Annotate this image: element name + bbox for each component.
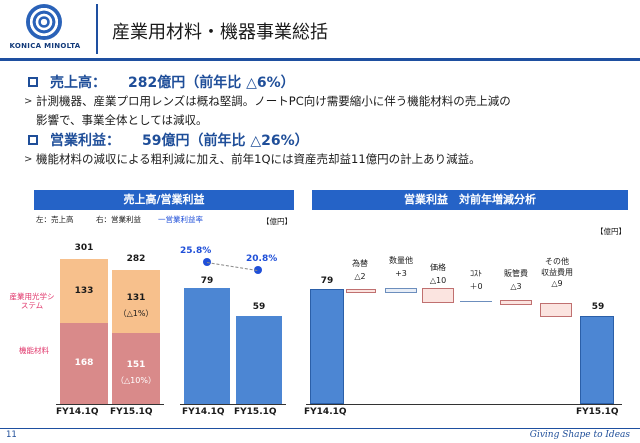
fy14-margin-label: 25.8% [180, 246, 212, 256]
sales-summary-heading: 売上高： 282億円（前年比 △6%） [28, 72, 295, 92]
legend-line: 一営業利益率 [158, 215, 203, 224]
right-axis [306, 404, 622, 405]
fy15-label-sales: FY15.1Q [110, 407, 153, 417]
fy14-margin-dot [203, 258, 211, 266]
wf-step-volume-name: 数量他 [389, 256, 413, 265]
header-rule [0, 58, 640, 61]
wf-step-cost-bar [460, 301, 492, 302]
wf-end-label: FY15.1Q [576, 407, 619, 417]
wf-step-sga-value: △3 [510, 282, 522, 291]
fy14-industrial-bar [60, 259, 108, 323]
fy15-margin-dot [254, 266, 262, 274]
wf-step-sga-bar [500, 300, 532, 305]
left-unit: 【億円】 [262, 217, 292, 226]
globe-logo-icon [26, 4, 62, 40]
tagline: Giving Shape to Ideas [529, 430, 630, 440]
company-logo: KONICA MINOLTA [6, 4, 84, 52]
wf-step-cost-name: ｺｽﾄ [470, 269, 482, 278]
footer-rule [0, 428, 640, 429]
wf-step-fx-bar [346, 289, 376, 293]
wf-step-fx-name: 為替 [352, 259, 368, 268]
fy15-functional-yoy: （△10%） [116, 376, 156, 385]
fy15-total-label: 282 [126, 254, 146, 264]
fy15-label-op: FY15.1Q [234, 407, 277, 417]
fy14-label-sales: FY14.1Q [56, 407, 99, 417]
sales-note: > 計測機器、産業プロ用レンズは概ね堅調。ノートPC向け需要縮小に伴う機能材料の… [24, 92, 511, 130]
wf-step-volume-value: +3 [395, 269, 407, 278]
fy15-margin-label: 20.8% [246, 254, 278, 264]
wf-step-fx-value: △2 [354, 272, 366, 281]
left-panel-title: 売上高/営業利益 [34, 190, 294, 210]
square-bullet-icon [28, 135, 38, 145]
op-note-line: 機能材料の減収による粗利減に加え、前年1Qには資産売却益11億円の計上あり減益。 [36, 152, 481, 166]
fy15-functional-bar [112, 333, 160, 404]
fy14-industrial-value: 133 [74, 286, 94, 296]
wf-step-volume-bar [385, 288, 417, 293]
segment-label-industrial: 産業用光学システム [9, 292, 55, 310]
header-divider [96, 4, 98, 54]
wf-step-sga-name: 販管費 [504, 269, 528, 278]
fy14-op-bar [184, 288, 230, 404]
square-bullet-icon [28, 77, 38, 87]
wf-step-cost-value: ＋0 [469, 282, 483, 291]
sales-note-line-1: 計測機器、産業プロ用レンズは概ね堅調。ノートPC向け需要縮小に伴う機能材料の売上… [36, 94, 511, 108]
fy14-label-op: FY14.1Q [182, 407, 225, 417]
left-op-axis [180, 404, 286, 405]
page-number: 11 [6, 430, 17, 440]
op-label: 営業利益： [50, 133, 120, 149]
sales-label: 売上高： [50, 75, 106, 91]
op-note: > 機能材料の減収による粗利減に加え、前年1Qには資産売却益11億円の計上あり減… [24, 150, 481, 169]
fy14-functional-value: 168 [74, 358, 94, 368]
wf-step-price-name: 価格 [430, 263, 446, 272]
page-title: 産業用材料・機器事業総括 [112, 22, 328, 43]
wf-start-bar [310, 289, 344, 404]
brand-name: KONICA MINOLTA [9, 42, 81, 50]
wf-step-price-bar [422, 288, 454, 303]
left-sales-axis [56, 404, 164, 405]
fy15-industrial-value: 131 [126, 293, 146, 303]
fy14-functional-bar [60, 323, 108, 404]
wf-step-other-bar [540, 303, 572, 317]
fy15-functional-value: 151 [126, 360, 146, 370]
segment-label-functional: 機能材料 [19, 346, 49, 355]
arrow-bullet-icon: > [24, 96, 33, 107]
wf-start-label: FY14.1Q [304, 407, 347, 417]
wf-start-value: 79 [320, 276, 334, 286]
wf-step-other-name-2: 収益費用 [541, 268, 573, 277]
fy14-op-value: 79 [200, 276, 214, 286]
wf-step-other-value: △9 [551, 279, 563, 288]
op-summary-heading: 営業利益： 59億円（前年比 △26%） [28, 130, 309, 150]
wf-end-bar [580, 316, 614, 404]
fy14-total-label: 301 [74, 243, 94, 253]
right-panel-title: 営業利益 対前年増減分析 [312, 190, 628, 210]
right-unit: 【億円】 [596, 227, 626, 236]
fy15-industrial-yoy: （△1%） [118, 309, 154, 318]
legend-right: 右：営業利益 [96, 215, 141, 224]
fy15-industrial-bar [112, 270, 160, 333]
wf-end-value: 59 [591, 302, 605, 312]
fy15-op-bar [236, 316, 282, 404]
wf-step-other-name-1: その他 [545, 257, 569, 266]
wf-step-price-value: △10 [429, 276, 447, 285]
sales-value: 282億円（前年比 △6%） [128, 75, 295, 91]
legend-left: 左：売上高 [36, 215, 74, 224]
op-value: 59億円（前年比 △26%） [142, 133, 309, 149]
sales-note-line-2: 影響で、事業全体としては減収。 [36, 113, 208, 127]
arrow-bullet-icon: > [24, 154, 33, 165]
fy15-op-value: 59 [252, 302, 266, 312]
